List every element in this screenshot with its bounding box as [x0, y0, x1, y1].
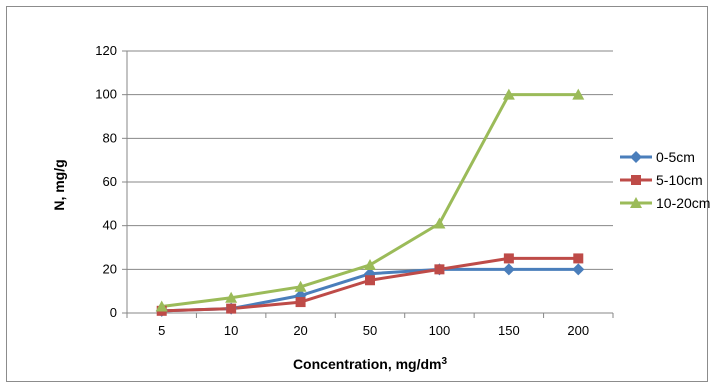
legend-marker-10-20cm	[630, 197, 642, 208]
y-tick-label: 0	[110, 305, 117, 320]
data-point-10-20cm	[572, 88, 585, 100]
chart-frame	[6, 6, 708, 382]
legend-label: 10-20cm	[656, 195, 710, 211]
x-tick-label: 5	[158, 323, 165, 338]
y-axis-title: N, mg/g	[51, 159, 67, 210]
x-tick-label: 100	[429, 323, 451, 338]
legend-marker-0-5cm	[630, 151, 642, 163]
data-point-10-20cm	[294, 280, 307, 292]
y-tick-label: 20	[103, 261, 117, 276]
data-point-5-10cm	[434, 264, 445, 275]
x-tick-label: 150	[498, 323, 520, 338]
legend-label: 0-5cm	[656, 149, 695, 165]
legend-marker-5-10cm	[631, 175, 641, 185]
data-point-5-10cm	[365, 275, 375, 286]
axes	[122, 50, 614, 318]
data-point-10-20cm	[502, 88, 515, 100]
legend: 0-5cm 5-10cm 10-20cm	[620, 149, 710, 211]
data-point-5-10cm	[573, 253, 584, 264]
x-axis-title: Concentration, mg/dm3	[293, 356, 448, 372]
data-point-0-5cm	[502, 263, 515, 276]
x-axis-title-text: Concentration, mg/dm	[293, 356, 442, 372]
legend-label: 5-10cm	[656, 172, 703, 188]
x-tick-label: 50	[363, 323, 377, 338]
data-point-0-5cm	[572, 263, 585, 276]
y-tick-labels: 0 20 40 60 80 100 120	[95, 43, 117, 320]
x-axis-title-superscript: 3	[442, 356, 448, 367]
y-tick-label: 120	[95, 43, 117, 58]
gridlines	[127, 50, 613, 270]
data-point-5-10cm	[503, 253, 514, 264]
data-point-5-10cm	[226, 303, 237, 314]
y-tick-label: 40	[103, 218, 117, 233]
data-point-10-20cm	[364, 258, 376, 270]
y-tick-label: 80	[103, 130, 117, 145]
data-point-10-20cm	[225, 291, 238, 303]
data-point-10-20cm	[155, 300, 168, 312]
data-point-10-20cm	[433, 217, 446, 229]
x-tick-label: 200	[567, 323, 589, 338]
x-tick-labels: 5 10 20 50 100 150 200	[158, 323, 589, 338]
y-tick-label: 60	[103, 174, 117, 189]
x-tick-label: 10	[224, 323, 238, 338]
y-tick-label: 100	[95, 87, 117, 102]
series-markers	[155, 88, 585, 317]
x-tick-label: 20	[293, 323, 307, 338]
data-point-5-10cm	[295, 297, 306, 308]
